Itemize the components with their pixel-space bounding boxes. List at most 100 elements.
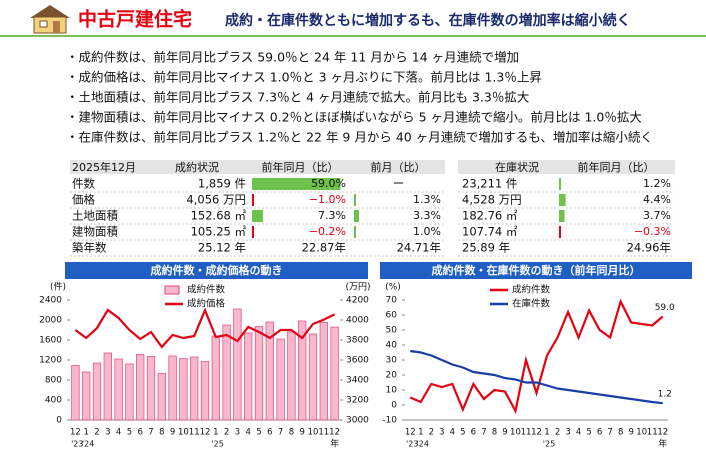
cell: 182.76 ㎡	[462, 209, 518, 223]
bar	[168, 355, 177, 421]
pos-bar	[252, 210, 263, 222]
table-header: 前年同月（比）	[578, 160, 655, 174]
x-tick-label: 2	[555, 428, 560, 438]
y-tick-label: 0	[56, 416, 62, 426]
bar	[254, 326, 264, 421]
x-tick-label: 3	[565, 428, 570, 438]
legend-label: 成約件数	[187, 284, 226, 296]
row-label: 築年数	[72, 241, 107, 255]
y-tick-label: 2400	[39, 296, 62, 306]
bar	[114, 358, 123, 421]
y-tick-label: 70	[386, 296, 398, 306]
pct: 3.3%	[413, 209, 441, 222]
y-unit: (件)	[50, 281, 66, 293]
x-tick-label: 12	[531, 428, 542, 438]
bar	[146, 356, 156, 421]
value-label: 1.2	[658, 390, 672, 400]
y-tick-label: -10	[382, 416, 397, 426]
y-tick-label: 20	[386, 371, 398, 381]
x-tick-label: 11	[647, 428, 658, 438]
year-label: '25	[543, 440, 555, 449]
x-tick-label: 3	[105, 428, 110, 438]
series-line	[409, 298, 664, 415]
cell: 1,859 件	[198, 177, 246, 191]
y-tick-label: 2000	[39, 316, 62, 326]
title: 成約・在庫件数ともに増加するも、在庫件数の増加率は縮小続く	[225, 12, 631, 29]
bar	[157, 373, 166, 421]
bar	[319, 322, 328, 421]
category: 中古戸建住宅	[78, 8, 192, 31]
bar	[222, 324, 231, 421]
legend-swatch	[164, 285, 180, 295]
cell: ー	[393, 177, 405, 191]
x-tick-label: 2	[94, 428, 99, 438]
series-line	[74, 307, 336, 349]
house-icon	[30, 5, 70, 34]
year-label: '23	[406, 440, 418, 449]
x-tick-label: 1	[544, 428, 549, 438]
x-tick-label: 1	[213, 428, 218, 438]
bar	[308, 333, 318, 421]
pct: −0.3%	[634, 225, 671, 238]
pos-bar	[354, 210, 359, 222]
x-tick-label: 4	[116, 428, 121, 438]
x-tick-label: 10	[510, 428, 521, 438]
x-tick-label: 7	[607, 428, 612, 438]
neg-bar	[252, 194, 254, 206]
value-label: 59.0	[655, 303, 675, 313]
table-header: 前月（比）	[371, 160, 426, 174]
year-label: '24	[82, 440, 94, 449]
x-tick-label: 11	[521, 428, 532, 438]
legend-label: 成約件数	[512, 284, 551, 296]
y-tick-label: 1600	[39, 336, 62, 346]
bar	[92, 362, 102, 421]
x-tick-label: 9	[299, 428, 304, 438]
y2-tick-label: 3000	[346, 416, 369, 426]
cell: 22.87年	[302, 241, 346, 255]
x-tick-label: 7	[481, 428, 486, 438]
y2-tick-label: 3200	[346, 396, 369, 406]
x-tick-label: 5	[460, 428, 465, 438]
bar	[136, 354, 145, 421]
cell: 25.89 年	[462, 241, 510, 255]
bar	[190, 356, 199, 421]
bar	[82, 371, 91, 421]
bar	[244, 332, 253, 421]
bar	[200, 361, 210, 421]
cell: 105.25 ㎡	[191, 225, 247, 239]
cell: 152.68 ㎡	[191, 209, 247, 223]
x-tick-label: 8	[492, 428, 497, 438]
bar	[103, 352, 112, 421]
x-tick-label: 8	[159, 428, 164, 438]
year-label: '23	[71, 440, 83, 449]
chart-title: 成約件数・在庫件数の動き（前年同月比）	[432, 263, 641, 277]
x-tick-label: 6	[267, 428, 272, 438]
cell: 23,211 件	[462, 177, 517, 191]
y-tick-label: 10	[386, 386, 398, 396]
pos-bar	[354, 194, 356, 206]
y-tick-label: 0	[391, 401, 397, 411]
pct: 59.0%	[311, 177, 346, 190]
series-line	[410, 349, 663, 405]
pct: 1.3%	[413, 193, 441, 206]
x-tick-label: 6	[137, 428, 142, 438]
bar	[125, 363, 134, 421]
pct: 4.4%	[643, 193, 671, 206]
x-tick-label: 10	[308, 428, 319, 438]
neg-bar	[252, 226, 254, 238]
y2-tick-label: 3400	[346, 376, 369, 386]
row-label: 土地面積	[72, 209, 118, 223]
pos-bar	[559, 178, 561, 190]
pct: 1.2%	[643, 177, 671, 190]
x-tick-label: 11	[189, 428, 200, 438]
y-unit: (%)	[385, 283, 401, 293]
bar	[71, 365, 80, 421]
bullet: ・成約件数は、前年同月比プラス 59.0％と 24 年 11 月から 14 ヶ月…	[66, 50, 519, 65]
y-tick-label: 50	[386, 326, 398, 336]
x-tick-label: 11	[318, 428, 329, 438]
bar	[179, 358, 188, 421]
bar	[211, 335, 220, 421]
bar	[265, 321, 274, 421]
x-tick-label: 5	[256, 428, 261, 438]
